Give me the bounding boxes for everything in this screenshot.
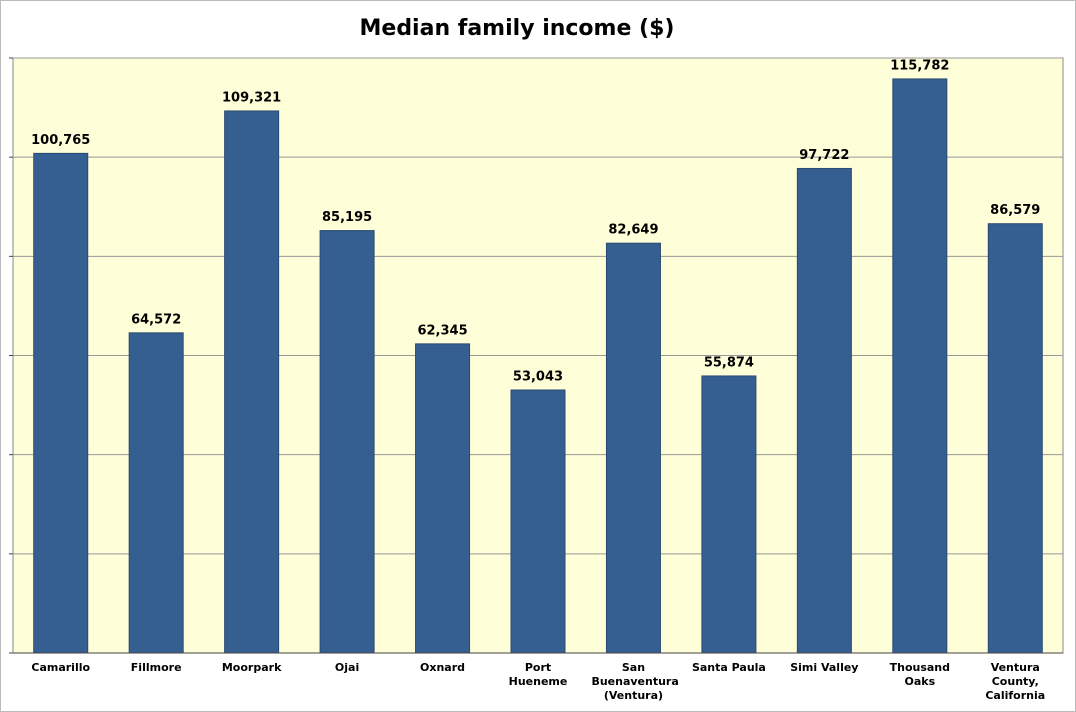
bar <box>33 152 89 654</box>
bar <box>510 389 566 654</box>
value-label: 64,572 <box>131 312 181 327</box>
x-tick-label: Simi Valley <box>790 661 859 674</box>
value-label: 82,649 <box>608 223 658 238</box>
value-label: 97,722 <box>799 148 849 163</box>
chart-title: Median family income ($) <box>360 16 675 41</box>
value-label: 55,874 <box>704 355 754 370</box>
value-label: 100,765 <box>31 133 90 148</box>
value-label: 115,782 <box>890 58 949 73</box>
bar <box>415 343 471 654</box>
bar <box>987 223 1043 654</box>
x-tick-label: Santa Paula <box>691 661 766 674</box>
x-tick-label: Ojai <box>334 661 360 674</box>
x-tick-label: Oxnard <box>420 661 466 674</box>
value-label: 86,579 <box>990 203 1040 218</box>
bar <box>605 242 661 654</box>
value-label: 53,043 <box>513 369 563 384</box>
bar <box>224 110 280 654</box>
x-tick-label: Camarillo <box>31 661 91 674</box>
value-label: 85,195 <box>322 210 372 225</box>
x-tick-label: Port Hueneme <box>508 661 568 688</box>
value-label: 109,321 <box>222 90 281 105</box>
x-tick-label: Ventura County, California <box>985 661 1046 702</box>
x-tick-label: San Buenaventura (Ventura) <box>591 661 679 702</box>
x-tick-label: Fillmore <box>130 661 182 674</box>
x-tick-label: Moorpark <box>221 661 282 674</box>
value-label: 62,345 <box>417 323 467 338</box>
bar <box>892 78 948 654</box>
bar <box>701 375 757 654</box>
bar <box>796 167 852 654</box>
x-tick-label: Thousand Oaks <box>889 661 951 688</box>
bar <box>319 230 375 654</box>
bar <box>128 332 184 654</box>
